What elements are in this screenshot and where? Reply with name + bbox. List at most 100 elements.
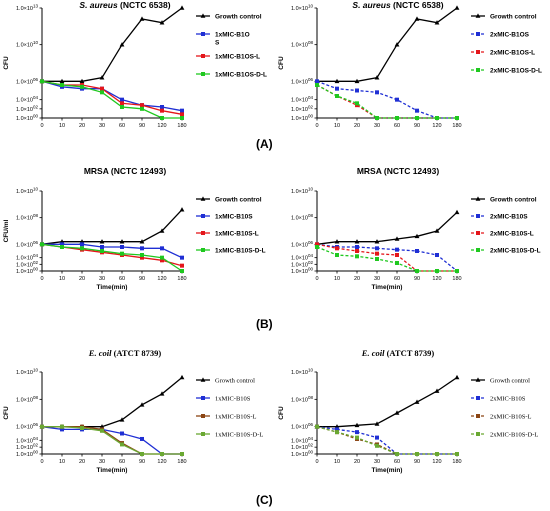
x-tick-label: 20 — [354, 459, 360, 465]
chart-title-species: E. coil — [361, 348, 385, 358]
chart-title-strain: (ATCT 8739) — [384, 348, 434, 358]
data-point — [355, 245, 359, 249]
x-tick-label: 10 — [334, 459, 340, 465]
data-point — [335, 94, 339, 98]
series-line-4 — [41, 243, 183, 272]
x-tick-label: 180 — [177, 123, 186, 129]
data-point — [455, 269, 459, 273]
x-tick-label: 180 — [452, 123, 461, 129]
series-line-2 — [41, 426, 182, 455]
y-tick-label: 1.0×1004 — [291, 436, 313, 445]
x-tick-label: 10 — [59, 276, 65, 282]
series-line-1 — [317, 7, 458, 82]
data-point — [335, 86, 339, 91]
legend-label: 1xMIC-B1OS-D-L — [215, 72, 267, 79]
data-point — [120, 442, 124, 447]
data-point — [139, 402, 145, 407]
legend-label: S — [215, 40, 220, 47]
x-tick-label: 0 — [315, 123, 318, 129]
x-tick-label: 30 — [374, 276, 380, 282]
data-point — [454, 209, 460, 215]
legend-label: Growth control — [215, 197, 262, 204]
data-point — [40, 79, 44, 84]
legend-entry: 1xMIC-B10S-D-L — [196, 432, 263, 439]
legend-label: 1xMIC-B1O — [215, 32, 250, 39]
data-point — [80, 242, 84, 247]
legend-entry: 2xMIC-B10S-L — [471, 414, 532, 421]
legend-entry: 1xMIC-B10S-D-L — [196, 248, 266, 255]
data-point — [395, 452, 399, 456]
x-axis-label: Time(min) — [372, 284, 403, 291]
data-point — [100, 90, 104, 95]
chart-title-text: MRSA (NCTC 12493) — [84, 166, 167, 176]
data-point — [140, 255, 144, 260]
series-line-1 — [42, 376, 183, 428]
x-tick-label: 20 — [354, 276, 360, 282]
data-point — [80, 84, 84, 89]
legend-entry: Growth control — [471, 377, 530, 385]
data-point — [140, 436, 144, 441]
y-tick-label: 1.0×1006 — [291, 77, 313, 86]
legend-entry: Growth control — [196, 377, 255, 385]
legend-label: 1xMIC-B10S-L — [215, 231, 259, 238]
data-point — [60, 424, 64, 429]
legend-entry: 2xMIC-B10S-L — [471, 231, 534, 238]
data-point — [355, 254, 359, 259]
data-point — [160, 108, 164, 113]
y-tick-label: 1.0×1010 — [291, 187, 313, 196]
x-tick-label: 90 — [414, 459, 420, 465]
data-point — [335, 246, 339, 251]
data-point — [354, 239, 360, 244]
data-point — [40, 424, 44, 429]
data-point — [375, 116, 379, 120]
x-tick-label: 90 — [414, 276, 420, 282]
data-point — [100, 428, 104, 433]
x-tick-label: 180 — [452, 276, 461, 282]
chart-title-strain: (NCTC 6538) — [391, 0, 444, 10]
legend-entry: 1xMIC-B10S-L — [196, 231, 259, 238]
panel-label-c: (C) — [256, 493, 273, 507]
x-tick-label: 10 — [334, 276, 340, 282]
data-point — [100, 249, 104, 253]
x-tick-label: 180 — [452, 459, 461, 465]
data-point — [179, 374, 185, 380]
legend-label: Growth control — [215, 14, 262, 21]
data-point — [375, 257, 379, 261]
data-point — [60, 427, 64, 432]
data-point — [374, 239, 380, 244]
data-point — [99, 239, 105, 244]
y-tick-label: 1.0×1002 — [291, 443, 313, 452]
data-point — [80, 426, 84, 431]
legend-label: 2xMIC-B10S — [490, 396, 526, 403]
data-point — [414, 399, 420, 404]
data-point — [180, 263, 184, 268]
legend-entry: 2xMIC-B1OS — [471, 32, 530, 39]
chart-2: S. aureus (NCTC 6538) 0 10 20 30 60 90 120 180 1.… — [278, 0, 542, 129]
data-point — [315, 242, 319, 247]
data-point — [335, 427, 339, 432]
legend-label: Growth control — [490, 197, 537, 204]
data-point — [375, 246, 379, 251]
data-point — [355, 430, 359, 435]
x-tick-label: 180 — [177, 276, 186, 282]
data-point — [375, 435, 379, 440]
chart-1: S. aureus (NCTC 6538) 0 10 20 30 60 90 120 180 1.… — [3, 0, 267, 129]
y-tick-label: 1.0×1006 — [16, 77, 38, 86]
chart-title-species: S. aureus — [79, 0, 118, 10]
y-tick-label: 1.0×1006 — [291, 240, 313, 249]
y-tick-label: 1.0×1010 — [291, 4, 313, 13]
data-point — [180, 255, 184, 260]
data-point — [315, 83, 319, 87]
y-tick-label: 1.0×1004 — [16, 253, 38, 262]
chart-title: S. aureus (NCTC 6538) — [79, 0, 170, 10]
y-tick-label: 1.0×1002 — [291, 104, 313, 113]
legend-entry: 2xMIC-B10S-D-L — [471, 432, 538, 439]
legend-entry: 1xMIC-B1OS-L — [196, 54, 260, 61]
x-tick-label: 60 — [394, 276, 400, 282]
legend-label: 2xMIC-B10S-L — [490, 414, 532, 421]
y-tick-label: 1.0×1002 — [16, 104, 38, 113]
y-tick-label: 1.0×1008 — [291, 40, 313, 49]
chart-5: E. coil (ATCT 8739) 0 10 20 30 60 90 120 180 1.0×… — [3, 348, 263, 474]
chart-3: MRSA (NCTC 12493) 0 10 20 30 60 90 120 180 1.0×10… — [3, 166, 266, 291]
